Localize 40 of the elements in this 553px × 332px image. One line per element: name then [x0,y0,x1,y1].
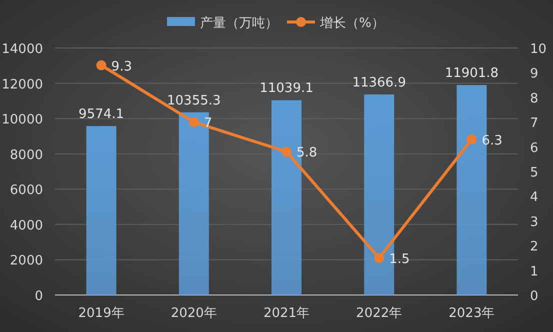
data-label: 9574.1 [78,107,124,122]
bar [86,126,116,295]
y2-tick-label: 10 [530,42,547,57]
y2-tick-label: 1 [530,264,538,280]
y2-tick-label: 4 [530,190,538,206]
x-tick-label: 2019年 [78,306,124,321]
y2-tick-label: 9 [530,66,538,82]
x-tick-label: 2022年 [356,306,402,321]
y-tick-label: 6000 [10,183,43,198]
bar [178,112,209,295]
y-tick-label: 14000 [2,42,43,57]
y-tick-label: 8000 [10,148,43,163]
point [188,117,199,128]
data-label: 7 [204,116,212,132]
y-tick-label: 10000 [2,112,43,128]
point [96,60,106,70]
y2-tick-label: 7 [530,116,538,132]
y-tick-label: 12000 [2,77,43,92]
point [282,146,292,157]
x-tick-label: 2021年 [263,306,310,321]
y2-tick-label: 8 [530,91,538,106]
data-label: 9.3 [111,59,132,74]
x-tick-label: 2023年 [448,306,495,321]
point [466,134,477,144]
data-label: 11039.1 [260,81,314,96]
point [374,252,384,263]
data-label: 11366.9 [352,75,406,90]
x-tick-label: 2020年 [170,306,217,321]
y2-tick-label: 3 [530,214,538,230]
y2-tick-label: 2 [530,240,538,255]
data-label: 11901.8 [444,66,499,82]
y2-tick-label: 5 [530,166,538,180]
legend-label: 增长（%） [319,16,384,31]
legend-label: 产量（万吨） [200,16,278,31]
data-label: 10355.3 [167,93,221,108]
y-tick-label: 0 [34,289,43,304]
y2-tick-label: 0 [530,289,538,304]
y-tick-label: 4000 [10,218,43,234]
y-tick-label: 2000 [10,254,43,269]
y2-tick-label: 6 [530,140,538,156]
